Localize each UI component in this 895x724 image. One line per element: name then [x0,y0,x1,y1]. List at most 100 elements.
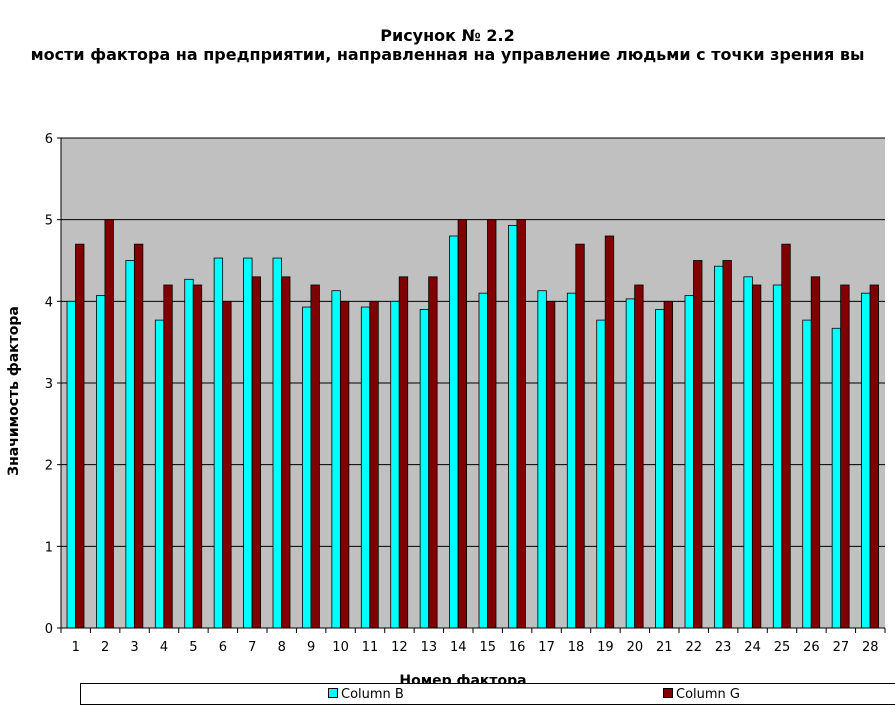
bar-series-b-27 [831,327,842,629]
bar-series-g-1 [75,243,85,629]
x-tick-label: 23 [715,640,732,655]
bar-series-g-14 [457,219,467,629]
bar-series-g-7 [251,276,261,629]
bar-series-g-15 [487,219,497,629]
legend-label-series-g: Column G [676,687,740,702]
bar-series-g-17 [545,300,556,629]
bar-series-g-26 [810,276,821,629]
y-tick-label: 6 [45,132,53,147]
bar-series-g-27 [840,284,850,629]
x-tick-label: 24 [744,640,761,655]
bar-series-b-26 [802,319,812,629]
legend-label-series-b: Column B [341,687,404,702]
y-tick-label: 0 [45,622,53,637]
bar-series-b-12 [390,300,400,629]
bar-series-g-28 [869,284,879,629]
bar-series-b-20 [625,298,636,629]
x-tick-label: 25 [774,640,791,655]
bar-series-g-9 [310,284,320,629]
bars [66,219,879,629]
bar-series-b-21 [655,309,665,629]
y-tick-label: 2 [45,459,53,474]
bar-series-b-25 [772,284,783,629]
bar-series-g-5 [192,284,203,629]
bar-series-g-12 [398,276,409,629]
x-tick-label: 14 [450,640,467,655]
x-tick-label: 27 [833,640,850,655]
x-tick-label: 12 [391,640,408,655]
bar-series-b-17 [537,290,547,629]
bar-series-g-20 [634,284,644,629]
y-tick-label: 5 [45,214,53,229]
bar-series-b-14 [449,235,459,629]
bar-series-g-6 [222,300,232,629]
x-tick-label: 28 [862,640,879,655]
bar-series-b-3 [125,260,135,629]
x-tick-label: 18 [568,640,585,655]
bar-series-g-22 [693,260,703,629]
bar-series-b-23 [714,265,724,629]
x-tick-label: 11 [362,640,379,655]
bar-series-b-18 [566,292,577,629]
bar-series-g-18 [575,243,585,629]
legend-swatch-series-g [663,688,673,698]
bar-series-b-13 [419,309,430,629]
y-tick-label: 3 [45,377,53,392]
bar-series-b-22 [684,295,694,629]
x-tick-label: 15 [479,640,496,655]
y-axis-label: Значимость фактора [6,306,22,476]
bar-series-g-8 [281,276,291,629]
x-tick-label: 6 [219,640,227,655]
bar-series-b-6 [213,257,224,629]
x-tick-label: 22 [685,640,702,655]
x-tick-label: 5 [189,640,197,655]
x-tick-label: 13 [421,640,438,655]
bar-series-b-7 [243,257,253,629]
bar-series-g-2 [104,219,114,629]
bar-series-g-24 [751,284,762,629]
bar-series-g-3 [133,243,144,629]
x-tick-labels: 1 2 3 4 5 6 7 8 9 10 11 12 13 14 15 16 17 18 19 20 21 22 23 24 2… [72,640,879,655]
bar-series-g-11 [369,300,379,629]
x-tick-label: 20 [627,640,644,655]
legend-swatch-series-b [328,688,338,698]
bar-series-g-25 [781,243,791,629]
x-tick-label: 3 [130,640,138,655]
x-tick-label: 21 [656,640,673,655]
bar-series-g-16 [516,219,526,629]
x-tick-label: 7 [248,640,256,655]
bar-series-g-10 [339,300,350,629]
bar-series-b-15 [478,292,488,629]
bar-series-g-23 [722,260,732,629]
bar-series-g-21 [663,300,673,629]
bar-series-b-5 [184,278,194,629]
x-tick-label: 2 [101,640,109,655]
bar-series-b-9 [302,306,312,629]
bar-series-b-2 [96,295,106,629]
bar-series-b-28 [861,292,871,629]
x-tick-label: 8 [278,640,286,655]
x-tick-label: 19 [597,640,614,655]
x-tick-label: 17 [538,640,555,655]
axes [57,137,886,633]
bar-series-g-4 [163,284,173,629]
bar-series-g-19 [604,235,615,629]
legend: Column B Column G [80,683,895,705]
chart-subtitle: мости фактора на предприятии, направленн… [30,45,865,64]
x-tick-label: 10 [332,640,349,655]
bar-series-b-24 [743,276,753,629]
x-tick-label: 1 [72,640,80,655]
y-tick-label: 4 [45,295,53,310]
y-tick-labels: 0 1 2 3 4 5 6 [45,132,53,637]
chart-title: Рисунок № 2.2 [380,26,515,45]
x-tick-label: 9 [307,640,315,655]
bar-series-b-11 [360,306,371,629]
bar-series-g-13 [428,276,438,629]
bar-series-b-8 [272,257,282,629]
bar-series-b-19 [596,319,606,629]
legend-item-series-b: Column B [328,687,404,702]
bar-series-b-1 [66,300,76,629]
legend-item-series-g: Column G [663,687,740,702]
x-tick-label: 26 [803,640,820,655]
